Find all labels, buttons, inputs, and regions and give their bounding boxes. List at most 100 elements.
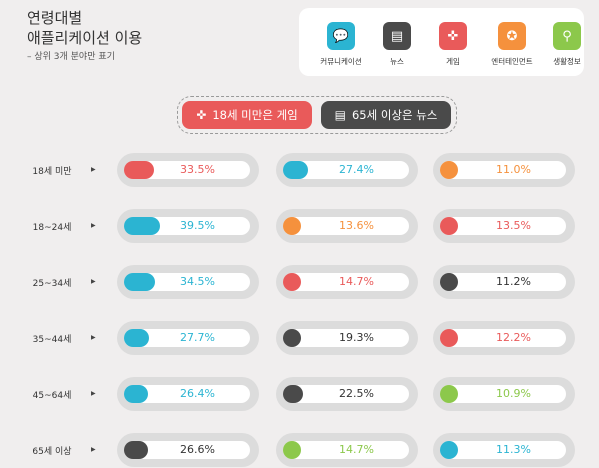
bar-fill	[440, 217, 458, 235]
data-label: 11.0%	[496, 163, 531, 176]
bar-track: 39.5%	[124, 217, 250, 235]
highlight-news: ▤ 65세 이상은 뉴스	[321, 101, 451, 129]
bar-fill	[440, 273, 458, 291]
chat-bubble-icon: 💬	[327, 22, 355, 50]
data-label: 10.9%	[496, 387, 531, 400]
bar-track: 27.4%	[283, 161, 409, 179]
data-cell-entertainment: 11.0%	[433, 153, 575, 187]
data-label: 14.7%	[339, 443, 374, 456]
data-cell-communication: 11.3%	[433, 433, 575, 467]
data-label: 12.2%	[496, 331, 531, 344]
newspaper-icon: ▤	[334, 108, 346, 122]
film-reel-icon: ✪	[498, 22, 526, 50]
bar-track: 34.5%	[124, 273, 250, 291]
data-cell-news: 22.5%	[276, 377, 418, 411]
bar-fill	[440, 329, 458, 347]
bar-fill	[440, 441, 458, 459]
bar-track: 33.5%	[124, 161, 250, 179]
gamepad-icon: ✜	[439, 22, 467, 50]
bar-fill	[283, 441, 301, 459]
row-label: 18~24세	[32, 223, 72, 233]
data-cell-game: 33.5%	[117, 153, 259, 187]
row-arrow-icon: ▶	[91, 166, 96, 173]
title-line-1: 연령대별	[27, 9, 83, 27]
data-label: 22.5%	[339, 387, 374, 400]
legend-label: 엔터테인먼트	[491, 57, 533, 66]
data-cell-game: 14.7%	[276, 265, 418, 299]
legend-label: 커뮤니케이션	[320, 57, 362, 66]
bar-fill	[283, 217, 301, 235]
gamepad-icon: ✜	[196, 108, 207, 122]
bar-fill	[124, 329, 149, 347]
bar-track: 11.3%	[440, 441, 566, 459]
bar-fill	[124, 217, 160, 235]
bar-track: 27.7%	[124, 329, 250, 347]
data-cell-lifestyle: 14.7%	[276, 433, 418, 467]
data-cell-game: 12.2%	[433, 321, 575, 355]
highlight-text: 65세 이상은 뉴스	[351, 108, 438, 122]
data-label: 11.3%	[496, 443, 531, 456]
bar-track: 26.4%	[124, 385, 250, 403]
data-cell-news: 26.6%	[117, 433, 259, 467]
bar-fill	[440, 385, 458, 403]
data-label: 27.4%	[339, 163, 374, 176]
legend-label: 뉴스	[390, 57, 404, 66]
row-arrow-icon: ▶	[91, 446, 96, 453]
chart-subtitle: – 상위 3개 분야만 표기	[27, 52, 115, 62]
bar-track: 11.0%	[440, 161, 566, 179]
data-label: 14.7%	[339, 275, 374, 288]
data-cell-communication: 27.7%	[117, 321, 259, 355]
data-label: 33.5%	[180, 163, 215, 176]
bar-track: 14.7%	[283, 441, 409, 459]
row-arrow-icon: ▶	[91, 222, 96, 229]
row-arrow-icon: ▶	[91, 278, 96, 285]
row-arrow-icon: ▶	[91, 334, 96, 341]
highlight-game: ✜ 18세 미만은 게임	[182, 101, 312, 129]
data-cell-communication: 34.5%	[117, 265, 259, 299]
chart-title: 연령대별 애플리케이션 이용	[27, 8, 142, 48]
legend-item-game: ✜ 게임	[425, 22, 481, 67]
data-label: 27.7%	[180, 331, 215, 344]
bar-track: 14.7%	[283, 273, 409, 291]
bar-track: 19.3%	[283, 329, 409, 347]
bar-fill	[124, 441, 148, 459]
bar-fill	[440, 161, 458, 179]
data-label: 26.6%	[180, 443, 215, 456]
data-label: 13.5%	[496, 219, 531, 232]
legend-label: 게임	[446, 57, 460, 66]
bar-track: 10.9%	[440, 385, 566, 403]
legend-item-news: ▤ 뉴스	[369, 22, 425, 67]
bar-fill	[283, 273, 301, 291]
row-arrow-icon: ▶	[91, 390, 96, 397]
row-label: 18세 미만	[32, 167, 72, 177]
data-cell-news: 19.3%	[276, 321, 418, 355]
row-label: 35~44세	[32, 335, 72, 345]
row-label: 65세 이상	[32, 447, 72, 457]
legend-label: 생활정보	[553, 57, 581, 66]
bar-track: 13.6%	[283, 217, 409, 235]
bar-track: 13.5%	[440, 217, 566, 235]
bar-track: 11.2%	[440, 273, 566, 291]
bar-fill	[283, 161, 308, 179]
data-cell-communication: 27.4%	[276, 153, 418, 187]
data-label: 11.2%	[496, 275, 531, 288]
data-label: 34.5%	[180, 275, 215, 288]
title-line-2: 애플리케이션 이용	[27, 29, 143, 47]
data-cell-entertainment: 13.6%	[276, 209, 418, 243]
magnifier-icon: ⚲	[553, 22, 581, 50]
bar-fill	[283, 329, 301, 347]
legend: 💬 커뮤니케이션 ▤ 뉴스 ✜ 게임 ✪ 엔터테인먼트 ⚲ 생활정보	[299, 8, 584, 76]
data-label: 26.4%	[180, 387, 215, 400]
highlight-callouts: ✜ 18세 미만은 게임 ▤ 65세 이상은 뉴스	[177, 96, 457, 134]
legend-item-lifestyle: ⚲ 생활정보	[539, 22, 595, 67]
bar-fill	[283, 385, 304, 403]
data-cell-lifestyle: 10.9%	[433, 377, 575, 411]
highlight-text: 18세 미만은 게임	[212, 108, 298, 122]
bar-track: 26.6%	[124, 441, 250, 459]
bar-fill	[124, 273, 156, 291]
bar-fill	[124, 161, 155, 179]
legend-item-communication: 💬 커뮤니케이션	[313, 22, 369, 67]
bar-track: 12.2%	[440, 329, 566, 347]
data-cell-communication: 39.5%	[117, 209, 259, 243]
newspaper-icon: ▤	[383, 22, 411, 50]
